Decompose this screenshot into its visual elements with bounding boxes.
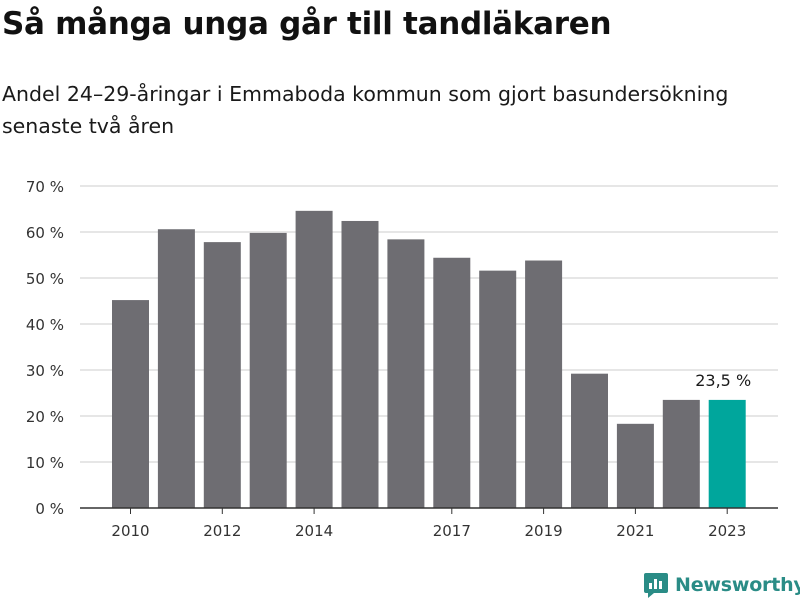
- y-tick-label: 20 %: [26, 408, 64, 426]
- bar: [616, 423, 654, 508]
- x-tick-label: 2010: [111, 522, 149, 540]
- x-axis-ticks: 2010 2012 2014 2017 2019 2021 2023: [111, 508, 746, 540]
- x-tick-label: 2021: [616, 522, 654, 540]
- chart-title: Så många unga går till tandläkaren: [2, 6, 612, 42]
- bar: [295, 210, 333, 508]
- data-labels: 23,5 %: [695, 371, 751, 390]
- bar: [341, 220, 379, 508]
- y-tick-label: 40 %: [26, 316, 64, 334]
- y-tick-label: 10 %: [26, 454, 64, 472]
- bar: [525, 260, 563, 508]
- bar: [662, 399, 700, 508]
- x-tick-label: 2023: [708, 522, 746, 540]
- chart-subtitle: Andel 24–29-åringar i Emmaboda kommun so…: [2, 82, 729, 138]
- y-tick-label: 60 %: [26, 224, 64, 242]
- x-tick-label: 2019: [525, 522, 563, 540]
- highlight-value-label: 23,5 %: [695, 371, 751, 390]
- grid-lines: [80, 185, 778, 463]
- newsworthy-logo-icon: [644, 573, 668, 598]
- newsworthy-logo: Newsworthy: [643, 570, 800, 600]
- bars: [112, 210, 746, 509]
- bar: [249, 232, 287, 509]
- bar: [112, 300, 149, 508]
- bar: [157, 229, 195, 509]
- y-tick-label: 30 %: [26, 362, 64, 380]
- bar: [479, 270, 517, 508]
- bar: [571, 373, 608, 508]
- x-tick-label: 2012: [203, 522, 241, 540]
- brand-name: Newsworthy: [675, 574, 800, 596]
- y-axis-ticks: 0 % 10 % 20 % 30 % 40 % 50 % 60 % 70 %: [26, 178, 64, 518]
- y-tick-label: 0 %: [35, 500, 64, 518]
- x-tick-label: 2017: [433, 522, 471, 540]
- y-tick-label: 50 %: [26, 270, 64, 288]
- bar-highlight: [708, 399, 746, 508]
- bar: [433, 257, 471, 508]
- bar: [387, 239, 425, 509]
- x-tick-label: 2014: [295, 522, 333, 540]
- bar: [203, 242, 241, 508]
- y-tick-label: 70 %: [26, 178, 64, 196]
